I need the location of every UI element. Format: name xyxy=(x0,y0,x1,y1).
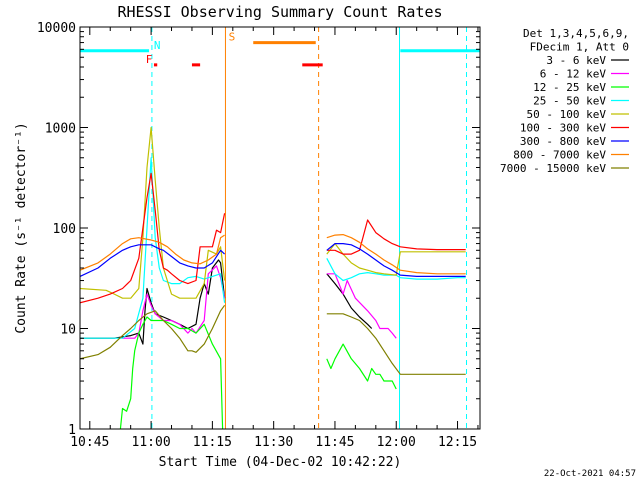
flag-letter: N xyxy=(154,39,161,52)
y-tick-label: 1000 xyxy=(45,122,76,137)
series-line-2 xyxy=(122,265,397,339)
flag-letter: S xyxy=(229,31,236,44)
x-axis-label: Start Time (04-Dec-02 10:42:22) xyxy=(159,455,402,470)
y-tick-label: 1 xyxy=(68,423,76,438)
y-tick-label: 10 xyxy=(60,323,76,338)
flag-letter: F xyxy=(146,53,153,66)
series-line-8 xyxy=(80,234,466,275)
x-tick-label: 12:00 xyxy=(377,435,416,450)
y-tick-label: 100 xyxy=(53,222,76,237)
plot-frame xyxy=(79,26,481,430)
legend-entry-label: 7000 - 15000 keV xyxy=(500,162,606,175)
legend-entry-label: 800 - 7000 keV xyxy=(513,149,606,162)
chart-title: RHESSI Observing Summary Count Rates xyxy=(117,3,442,21)
y-axis-label: Count Rate (s⁻¹ detector⁻¹) xyxy=(14,122,29,333)
generation-timestamp: 22-Oct-2021 04:57 xyxy=(544,469,636,479)
y-tick-label: 10000 xyxy=(37,21,76,36)
series-line-5 xyxy=(80,126,466,299)
legend-header-line: FDecim 1, Att 0 xyxy=(530,41,629,54)
legend-entry-label: 300 - 800 keV xyxy=(520,135,606,148)
x-tick-label: 11:45 xyxy=(315,435,354,450)
series-line-6 xyxy=(80,172,466,304)
legend-entry-label: 3 - 6 keV xyxy=(546,54,606,67)
legend-entry-label: 12 - 25 keV xyxy=(533,81,606,94)
legend-entry-label: 50 - 100 keV xyxy=(527,108,607,121)
x-tick-label: 10:45 xyxy=(70,435,109,450)
x-tick-label: 12:15 xyxy=(438,435,477,450)
legend-entry-label: 100 - 300 keV xyxy=(520,122,606,135)
x-tick-label: 11:00 xyxy=(132,435,171,450)
series-line-3 xyxy=(119,316,397,429)
legend-entry-label: 6 - 12 keV xyxy=(540,68,607,81)
series-line-7 xyxy=(80,243,466,277)
legend-header-line: Det 1,3,4,5,6,9, xyxy=(523,27,629,40)
x-tick-label: 11:15 xyxy=(193,435,232,450)
series-line-4 xyxy=(80,157,466,339)
x-tick-label: 11:30 xyxy=(254,435,293,450)
series-line-9 xyxy=(80,304,466,375)
legend-entry-label: 25 - 50 keV xyxy=(533,95,606,108)
